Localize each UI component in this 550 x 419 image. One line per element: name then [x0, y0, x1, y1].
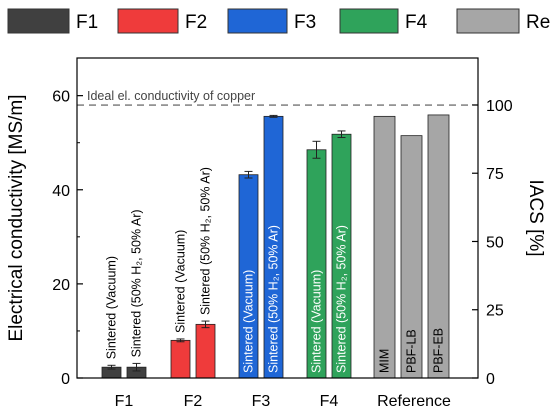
y-tick-label: 20: [52, 277, 70, 294]
legend-swatch-f2: [117, 8, 179, 34]
x-tick-label-f3: F3: [252, 393, 271, 410]
plot-frame: [76, 57, 479, 379]
bar-reference-1: [373, 115, 396, 379]
y-right-tick-label: 0: [486, 371, 495, 388]
legend-swatch-f4: [339, 8, 399, 34]
bar-label: Sintered (50% H₂, 50% Ar): [199, 167, 213, 315]
bar-label: Sintered (Vacuum): [242, 270, 256, 373]
bar-f2-1: [170, 339, 191, 379]
legend-swatch-reference: [456, 8, 520, 34]
bar-label: MIM: [378, 349, 392, 373]
y-axis-title: Electrical conductivity [MS/m]: [6, 94, 27, 341]
y-right-tick-label: 25: [486, 303, 504, 320]
bar-label: Sintered (50% H₂, 50% Ar): [267, 225, 281, 373]
legend: F1 F2 F3 F4 Reference: [7, 8, 550, 34]
legend-swatch-f1: [7, 8, 70, 34]
bar-label: Sintered (Vacuum): [105, 256, 119, 359]
legend-swatch-f3: [227, 8, 288, 34]
bar-f2-2: [195, 323, 216, 379]
bar-label: PBF-LB: [405, 329, 419, 373]
legend-label-f2: F2: [185, 12, 207, 33]
reference-line-label: Ideal el. conductivity of copper: [87, 89, 255, 103]
y-right-tick-label: 100: [486, 98, 513, 115]
y-tick-label: 0: [61, 371, 70, 388]
bar-label: Sintered (50% H₂, 50% Ar): [130, 209, 144, 357]
legend-label-f3: F3: [294, 12, 316, 33]
x-tick-label-f1: F1: [115, 393, 134, 410]
legend-label-reference: Reference: [526, 12, 550, 33]
x-tick-label-reference: Reference: [377, 393, 451, 410]
legend-label-f1: F1: [76, 12, 98, 33]
y-right-tick-label: 75: [486, 166, 504, 183]
y-tick-label: 40: [52, 183, 70, 200]
plot-area: Sintered (Vacuum) Sintered (50% H₂, 50% A…: [52, 57, 513, 410]
y-axis-right-title: IACS [%]: [525, 179, 546, 256]
legend-label-f4: F4: [405, 12, 428, 33]
bar-label: Sintered (Vacuum): [310, 270, 324, 373]
x-tick-label-f2: F2: [184, 393, 203, 410]
bar-label: Sintered (Vacuum): [174, 230, 188, 333]
y-tick-label: 60: [52, 89, 70, 106]
y-right-tick-label: 50: [486, 234, 504, 251]
bar-label: PBF-EB: [432, 328, 446, 373]
x-tick-label-f4: F4: [320, 393, 339, 410]
bar-label: Sintered (50% H₂, 50% Ar): [335, 225, 349, 373]
